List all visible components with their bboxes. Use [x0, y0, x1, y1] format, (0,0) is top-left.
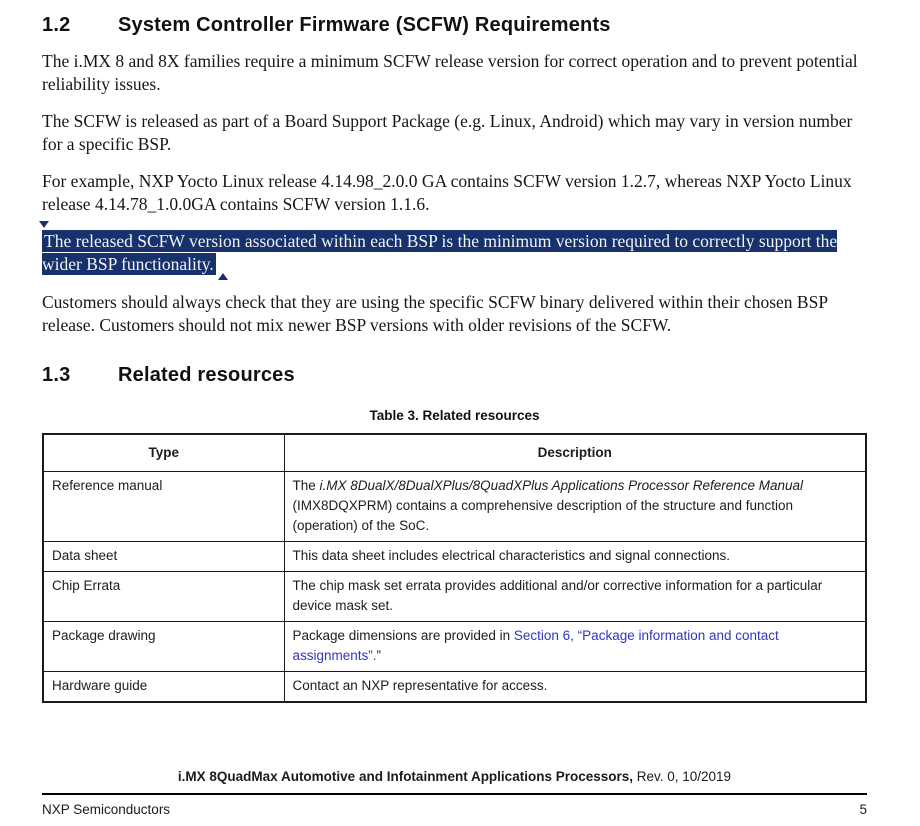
selected-text[interactable]: The released SCFW version associated wit…	[42, 230, 838, 275]
section-title: System Controller Firmware (SCFW) Requir…	[118, 14, 611, 36]
publisher-name: NXP Semiconductors	[42, 802, 171, 817]
section-heading-1-2: 1.2 System Controller Firmware (SCFW) Re…	[42, 14, 867, 37]
section-number: 1.3	[42, 364, 71, 386]
table-caption: Table 3. Related resources	[369, 408, 540, 423]
table-row: Reference manual The i.MX 8DualX/8DualXP…	[42, 471, 867, 542]
cell-description: Contact an NXP representative for access…	[283, 671, 867, 703]
page-number: 5	[859, 802, 867, 817]
cell-type: Reference manual	[42, 471, 285, 542]
section-number: 1.2	[42, 14, 71, 36]
footer-bar: NXP Semiconductors 5	[42, 793, 867, 817]
related-resources-table: Type Description Reference manual The i.…	[42, 433, 867, 703]
paragraph-scfw-intro: The i.MX 8 and 8X families require a min…	[42, 51, 858, 94]
paragraph-yocto-example: For example, NXP Yocto Linux release 4.1…	[42, 171, 852, 214]
cell-type: Hardware guide	[42, 671, 285, 703]
paragraph-selected: The released SCFW version associated wit…	[39, 221, 867, 280]
cell-description: This data sheet includes electrical char…	[283, 541, 867, 572]
cell-type: Package drawing	[42, 621, 285, 672]
selection-handle-top-icon[interactable]	[39, 221, 49, 228]
document-title-line: i.MX 8QuadMax Automotive and Infotainmen…	[42, 769, 867, 784]
column-header-description: Description	[283, 433, 867, 472]
section-heading-1-3: 1.3 Related resources	[42, 364, 867, 387]
selection-handle-bottom-icon[interactable]	[217, 273, 228, 280]
document-revision: Rev. 0, 10/2019	[633, 769, 732, 784]
cell-description: The i.MX 8DualX/8DualXPlus/8QuadXPlus Ap…	[283, 471, 867, 542]
cell-description: Package dimensions are provided in Secti…	[283, 621, 867, 672]
column-header-type: Type	[42, 433, 285, 472]
table-row: Package drawing Package dimensions are p…	[42, 621, 867, 672]
paragraph-bsp-release: The SCFW is released as part of a Board …	[42, 111, 853, 154]
table-header-row: Type Description	[42, 433, 867, 472]
desc-text: ”	[376, 648, 382, 663]
section-title: Related resources	[118, 364, 295, 386]
page-footer: i.MX 8QuadMax Automotive and Infotainmen…	[42, 769, 867, 817]
table-row: Data sheet This data sheet includes elec…	[42, 541, 867, 572]
desc-italic-title: i.MX 8DualX/8DualXPlus/8QuadXPlus Applic…	[319, 478, 804, 493]
desc-text: The	[292, 478, 320, 493]
table-row: Hardware guide Contact an NXP representa…	[42, 671, 867, 703]
section-6-link[interactable]: Section 6, “Package information and cont…	[292, 628, 779, 663]
cell-type: Data sheet	[42, 541, 285, 572]
cell-type: Chip Errata	[42, 571, 285, 622]
table-row: Chip Errata The chip mask set errata pro…	[42, 571, 867, 622]
desc-text: (IMX8DQXPRM) contains a comprehensive de…	[292, 498, 793, 533]
cell-description: The chip mask set errata provides additi…	[283, 571, 867, 622]
document-title: i.MX 8QuadMax Automotive and Infotainmen…	[177, 769, 633, 784]
paragraph-customers-note: Customers should always check that they …	[42, 292, 828, 335]
desc-text: Package dimensions are provided in	[292, 628, 514, 643]
